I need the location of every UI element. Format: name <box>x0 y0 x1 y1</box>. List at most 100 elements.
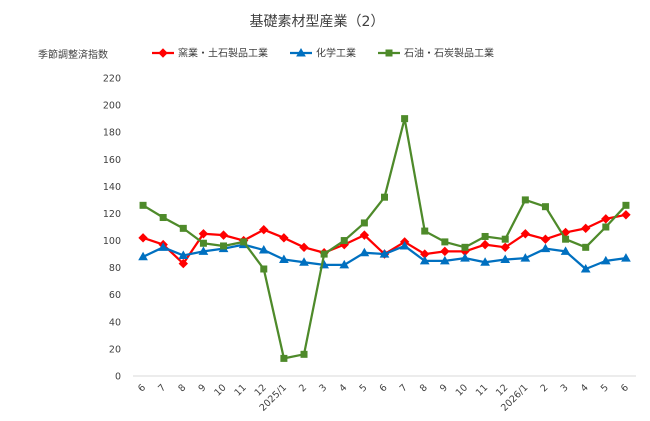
y-axis-unit-label: 季節調整済指数 <box>38 48 108 61</box>
x-tick-label: 2 <box>539 382 551 394</box>
data-point <box>179 224 187 232</box>
data-point <box>521 196 529 204</box>
x-tick-label: 10 <box>212 382 228 398</box>
series-layer <box>138 115 631 362</box>
legend-item: 窯業・土石製品工業 <box>152 47 268 60</box>
data-point <box>139 201 147 209</box>
data-point <box>299 257 309 266</box>
data-point <box>439 255 450 265</box>
x-tick-label: 4 <box>337 382 349 394</box>
series-group <box>139 115 630 362</box>
data-point <box>580 223 591 234</box>
y-tick-label: 200 <box>103 101 121 112</box>
data-point <box>159 214 167 222</box>
data-point <box>621 253 631 262</box>
data-point <box>138 233 148 243</box>
data-point <box>399 240 410 250</box>
data-point <box>218 230 229 240</box>
data-point <box>419 255 430 265</box>
data-point <box>622 201 630 209</box>
data-point <box>158 242 169 251</box>
data-point <box>440 246 450 257</box>
data-point <box>360 219 368 227</box>
data-point <box>500 254 511 264</box>
data-point <box>600 255 611 265</box>
y-tick-label: 140 <box>103 182 121 193</box>
y-tick-label: 120 <box>103 209 121 220</box>
x-tick-label: 6 <box>136 382 148 394</box>
data-point <box>540 234 551 244</box>
data-point <box>339 259 350 269</box>
y-tick-label: 180 <box>103 128 121 139</box>
data-point <box>299 242 309 253</box>
y-tick-label: 100 <box>103 236 121 247</box>
x-tick-label: 4 <box>579 382 591 394</box>
x-tick-label: 5 <box>599 382 611 394</box>
legend-label: 化学工業 <box>316 47 356 60</box>
y-tick-label: 80 <box>109 263 121 274</box>
data-point <box>260 265 268 273</box>
data-point <box>540 243 551 253</box>
data-point <box>381 193 388 201</box>
legend-label: 窯業・土石製品工業 <box>178 47 268 60</box>
x-tick-label: 11 <box>474 382 490 398</box>
x-tick-label: 3 <box>317 382 329 394</box>
data-point <box>500 242 510 253</box>
data-point <box>461 243 469 251</box>
data-point <box>279 233 289 243</box>
data-point <box>178 250 189 259</box>
data-point <box>501 235 509 243</box>
y-tick-label: 220 <box>103 74 121 85</box>
series-line <box>142 117 627 360</box>
legend-swatch-marker <box>158 48 168 58</box>
data-point <box>178 258 189 269</box>
x-tick-label: 11 <box>232 382 248 398</box>
y-tick-label: 0 <box>115 372 121 383</box>
legend-label: 石油・石炭製品工業 <box>404 47 494 60</box>
data-point <box>258 245 269 254</box>
data-point <box>481 232 489 240</box>
x-tick-label: 9 <box>196 382 208 394</box>
legend-swatch-marker <box>296 47 306 57</box>
x-tick-label: 5 <box>357 382 369 394</box>
x-tick-label: 8 <box>418 382 430 394</box>
x-tick-label: 3 <box>559 382 571 394</box>
data-point <box>138 251 148 261</box>
y-tick-label: 60 <box>109 290 121 301</box>
data-point <box>300 350 308 358</box>
data-point <box>520 229 531 239</box>
data-point <box>520 253 531 262</box>
data-point <box>240 238 248 246</box>
data-point <box>460 253 470 262</box>
series-group <box>138 210 631 269</box>
data-point <box>279 254 289 264</box>
y-tick-label: 40 <box>109 317 121 328</box>
data-point <box>480 257 490 266</box>
y-axis-ticks: 0 20 40 60 80 100 120 140 160 180 200 220 <box>103 74 121 383</box>
data-point <box>541 203 549 211</box>
y-tick-label: 160 <box>103 155 121 166</box>
data-point <box>198 229 209 239</box>
data-point <box>359 230 370 240</box>
data-point <box>562 235 570 243</box>
data-point <box>601 214 611 224</box>
legend-item: 化学工業 <box>290 47 356 60</box>
data-point <box>280 354 288 362</box>
x-tick-label: 6 <box>378 382 390 394</box>
data-point <box>621 210 631 220</box>
data-point <box>602 223 610 231</box>
x-tick-label: 7 <box>398 382 410 394</box>
data-point <box>441 238 449 246</box>
x-tick-label: 9 <box>438 382 450 394</box>
x-tick-label: 6 <box>619 382 631 394</box>
data-point <box>340 237 348 245</box>
legend: 窯業・土石製品工業 化学工業 石油・石炭製品工業 <box>152 47 494 60</box>
data-point <box>359 247 370 257</box>
data-point <box>220 242 228 250</box>
x-tick-label: 10 <box>454 382 470 398</box>
data-point <box>582 243 590 251</box>
data-point <box>199 239 207 247</box>
data-point <box>379 249 390 258</box>
